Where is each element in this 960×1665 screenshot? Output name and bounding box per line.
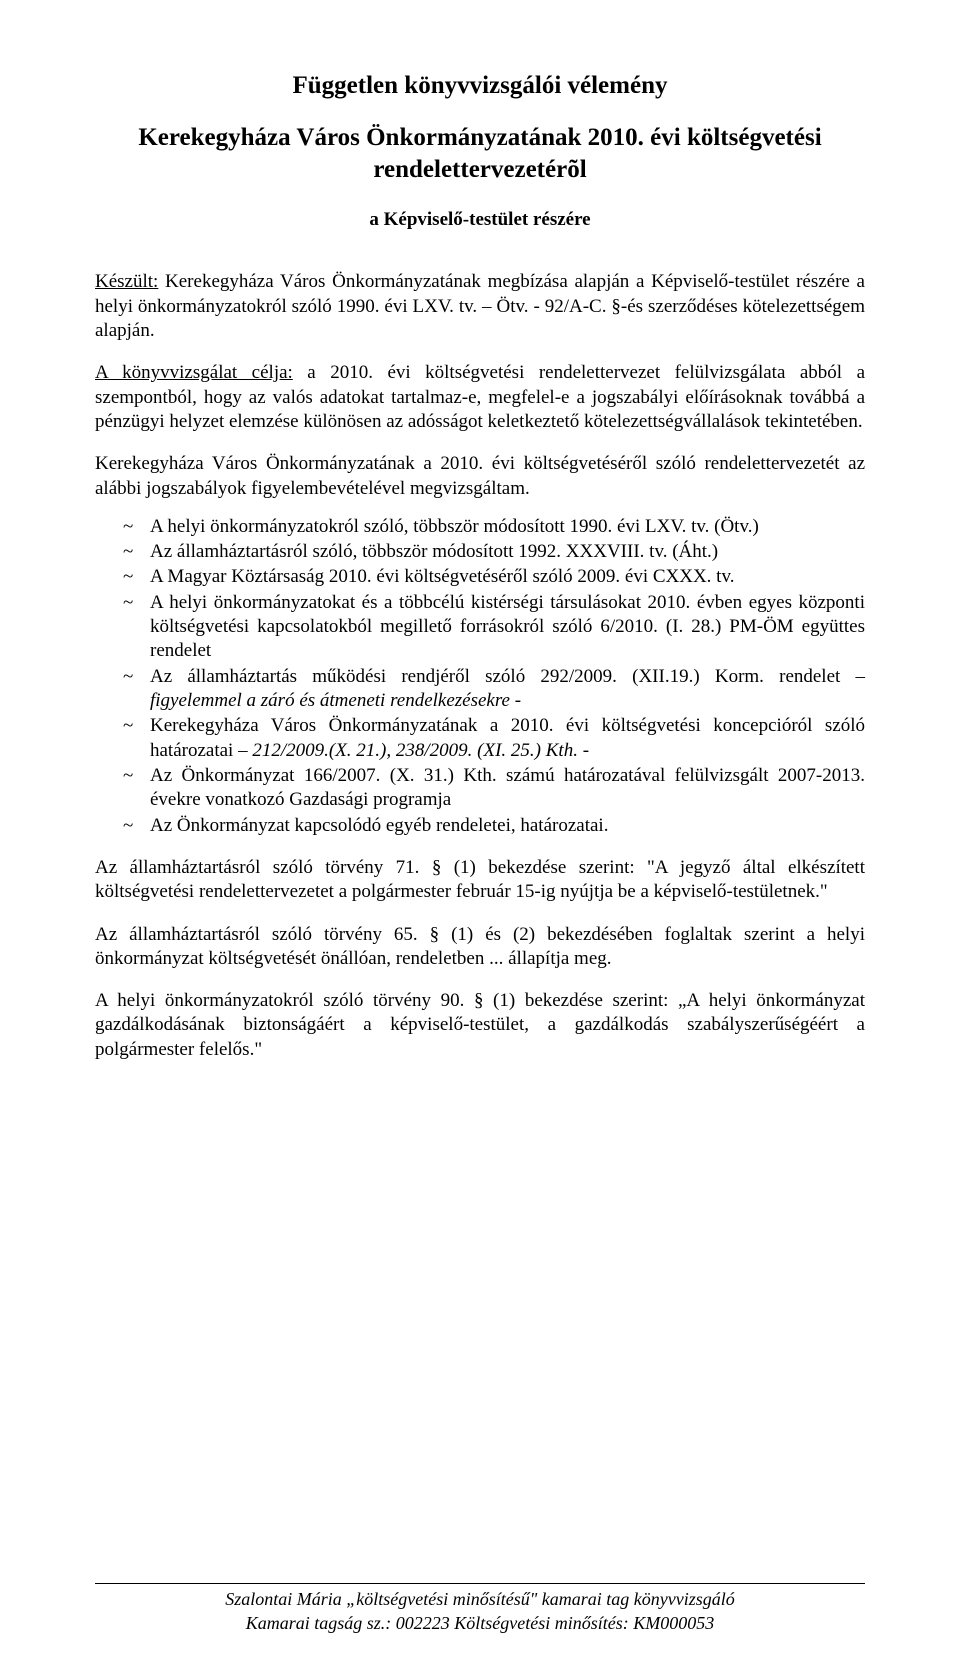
list-item-text: A helyi önkormányzatokról szóló, többszö… xyxy=(150,516,759,537)
list-item-text: A helyi önkormányzatokat és a többcélú k… xyxy=(150,592,865,662)
document-page: Független könyvvizsgálói vélemény Kereke… xyxy=(0,0,960,1665)
page-footer: Szalontai Mária „költségvetési minősítés… xyxy=(95,1583,865,1635)
paragraph-aim: A könyvvizsgálat célja: a 2010. évi költ… xyxy=(95,361,865,434)
title-sub: Kerekegyháza Város Önkormányzatának 2010… xyxy=(95,122,865,186)
footer-rule xyxy=(95,1583,865,1584)
paragraph-intro: Kerekegyháza Város Önkormányzatának a 20… xyxy=(95,452,865,501)
bullet-tilde: ~ xyxy=(123,814,133,838)
bullet-tilde: ~ xyxy=(123,714,133,738)
paragraph-prepared: Készült: Kerekegyháza Város Önkormányzat… xyxy=(95,270,865,343)
list-item: ~Kerekegyháza Város Önkormányzatának a 2… xyxy=(95,714,865,763)
list-item: ~ A Magyar Köztársaság 2010. évi költségv… xyxy=(95,565,865,589)
list-item-text: A Magyar Köztársaság 2010. évi költségve… xyxy=(150,566,734,587)
bullet-tilde: ~ xyxy=(123,764,133,788)
list-item-text: Az államháztartás működési rendjéről szó… xyxy=(150,666,856,687)
list-item: ~ Az államháztartás működési rendjéről sz… xyxy=(95,665,865,714)
prepared-label: Készült: xyxy=(95,271,158,292)
list-item-text: Az államháztartásról szóló, többször mód… xyxy=(150,541,718,562)
paragraph-aht65: Az államháztartásról szóló törvény 65. §… xyxy=(95,923,865,972)
paragraph-otv90: A helyi önkormányzatokról szóló törvény … xyxy=(95,989,865,1062)
footer-author: Szalontai Mária „költségvetési minősítés… xyxy=(95,1588,865,1611)
bullet-tilde: ~ xyxy=(123,540,133,564)
recipient-line: a Képviselő-testület részére xyxy=(95,208,865,232)
list-item: ~ A helyi önkormányzatokat és a többcélú … xyxy=(95,591,865,664)
bullet-tilde: ~ xyxy=(123,565,133,589)
law-list: ~ A helyi önkormányzatokról szóló, többsz… xyxy=(95,515,865,838)
bullet-tilde: ~ xyxy=(123,665,133,689)
title-main: Független könyvvizsgálói vélemény xyxy=(95,70,865,102)
list-item: ~ Az Önkormányzat kapcsolódó egyéb rendel… xyxy=(95,814,865,838)
list-item: ~ Az Önkormányzat 166/2007. (X. 31.) Kth.… xyxy=(95,764,865,813)
list-item: ~ A helyi önkormányzatokról szóló, többsz… xyxy=(95,515,865,539)
list-item-italic: – 212/2009.(X. 21.), 238/2009. (XI. 25.)… xyxy=(238,740,589,761)
list-item: ~ Az államháztartásról szóló, többször mó… xyxy=(95,540,865,564)
paragraph-aht71: Az államháztartásról szóló törvény 71. §… xyxy=(95,856,865,905)
aim-label: A könyvvizsgálat célja: xyxy=(95,362,293,383)
footer-registration: Kamarai tagság sz.: 002223 Költségvetési… xyxy=(95,1612,865,1635)
list-item-text: Az Önkormányzat 166/2007. (X. 31.) Kth. … xyxy=(150,765,865,810)
list-item-text: Az Önkormányzat kapcsolódó egyéb rendele… xyxy=(150,815,608,836)
prepared-body: Kerekegyháza Város Önkormányzatának megb… xyxy=(95,271,865,341)
bullet-tilde: ~ xyxy=(123,591,133,615)
bullet-tilde: ~ xyxy=(123,515,133,539)
